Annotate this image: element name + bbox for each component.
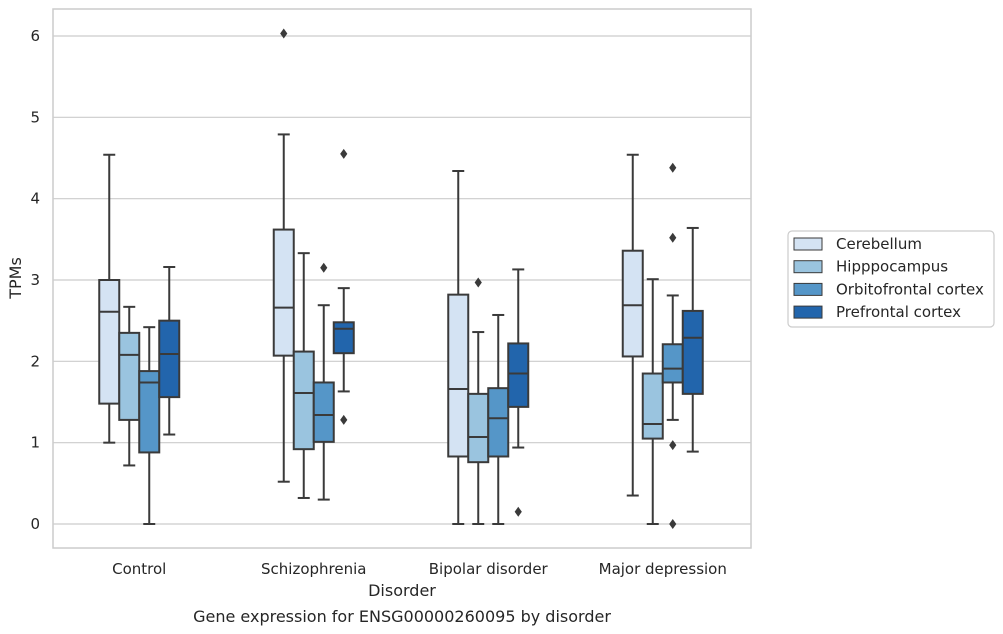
y-tick-label-6: 6 — [30, 27, 40, 45]
legend-label-0: Cerebellum — [836, 235, 922, 253]
outlier-0 — [280, 28, 288, 39]
box-3-1 — [641, 278, 664, 525]
outlier-1 — [340, 414, 348, 425]
box-1-1 — [292, 252, 315, 499]
outlier-3 — [669, 519, 677, 529]
legend: Cerebellum Hipppocampus Orbitofrontal cort… — [787, 230, 995, 328]
x-tick-label-3: Major depression — [599, 560, 727, 578]
y-tick-label-0: 0 — [30, 515, 40, 533]
box-0-0 — [98, 153, 121, 444]
legend-swatch-3 — [793, 305, 823, 319]
legend-swatch-2 — [793, 282, 823, 296]
x-tick-label-1: Schizophrenia — [261, 560, 366, 578]
box-0-3 — [158, 265, 181, 436]
legend-label-3: Prefrontal cortex — [836, 303, 961, 321]
box-body — [447, 293, 470, 458]
x-axis-ticks: Control Schizophrenia Bipolar disorder Majo… — [112, 560, 727, 578]
outlier-0 — [320, 262, 328, 273]
plot-frame — [52, 8, 752, 549]
box-body — [292, 350, 315, 451]
box-body — [138, 370, 161, 454]
box-3-3 — [681, 226, 704, 453]
box-2-0 — [447, 170, 470, 525]
legend-box — [787, 230, 995, 328]
box-body — [507, 342, 530, 408]
legend-swatch-1 — [793, 260, 823, 274]
box-1-3 — [332, 148, 355, 425]
outlier-0 — [340, 148, 348, 159]
y-tick-label-4: 4 — [30, 190, 40, 208]
box-1-0 — [272, 28, 295, 483]
outlier-0 — [474, 277, 482, 288]
outlier-0 — [669, 232, 677, 243]
box-2-2 — [487, 313, 510, 525]
box-body — [681, 309, 704, 395]
y-tick-label-1: 1 — [30, 434, 40, 452]
box-0-1 — [118, 305, 141, 467]
box-body — [467, 392, 490, 464]
box-body — [487, 387, 510, 458]
y-tick-label-5: 5 — [30, 108, 40, 126]
box-3-0 — [621, 153, 644, 497]
box-2-1 — [467, 277, 490, 525]
legend-label-1: Hipppocampus — [836, 258, 948, 276]
outlier-1 — [669, 162, 677, 173]
box-body — [272, 228, 295, 357]
box-body — [641, 372, 664, 440]
plot-boxes — [98, 28, 704, 529]
box-body — [312, 381, 335, 443]
chart-caption: Gene expression for ENSG00000260095 by d… — [193, 607, 611, 626]
x-axis-label: Disorder — [368, 581, 436, 600]
y-axis-ticks: 0 1 2 3 4 5 6 — [30, 27, 40, 533]
x-tick-label-2: Bipolar disorder — [429, 560, 549, 578]
box-0-2 — [138, 326, 161, 525]
y-tick-label-2: 2 — [30, 352, 40, 370]
box-body — [621, 249, 644, 358]
box-body — [98, 279, 121, 405]
legend-swatch-0 — [793, 237, 823, 251]
y-tick-label-3: 3 — [30, 271, 40, 289]
box-1-2 — [312, 262, 335, 501]
outlier-0 — [514, 506, 522, 517]
box-3-2 — [661, 162, 684, 529]
x-tick-label-0: Control — [112, 560, 166, 578]
outlier-2 — [669, 440, 677, 451]
box-body — [158, 319, 181, 399]
box-2-3 — [507, 268, 530, 517]
y-axis-label: TPMs — [6, 257, 25, 300]
box-body — [332, 321, 355, 355]
legend-label-2: Orbitofrontal cortex — [836, 280, 984, 298]
box-body — [661, 343, 684, 384]
box-body — [118, 331, 141, 421]
